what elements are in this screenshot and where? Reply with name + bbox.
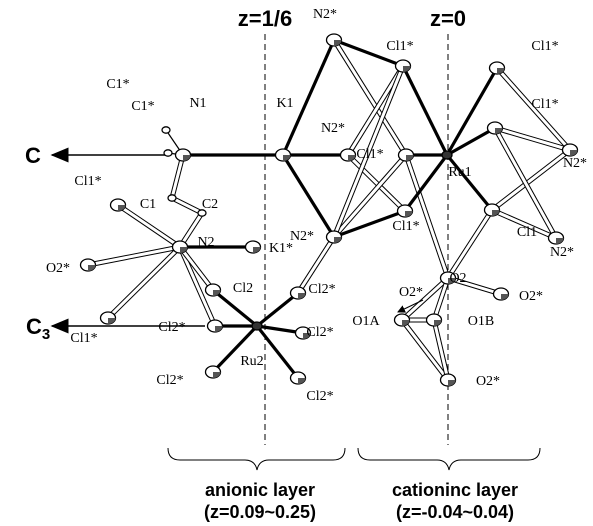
bond [403, 66, 447, 155]
atom [164, 150, 172, 156]
atom-shade [556, 238, 564, 244]
bond [283, 155, 334, 237]
atom [442, 151, 452, 159]
layer-range: (z=-0.04~0.04) [396, 502, 514, 522]
axis-subscript: 3 [42, 326, 50, 343]
atom-label: Ru1 [448, 165, 471, 180]
atom-label: C1* [106, 77, 129, 92]
brace [168, 448, 345, 470]
atom-label: N2* [321, 121, 345, 136]
atom-shade [298, 378, 306, 384]
atom-label: Cl1 [517, 225, 537, 240]
atom-shade [88, 265, 96, 271]
axis-label: C3 [26, 314, 50, 343]
atom-label: Cl1* [392, 219, 419, 234]
bond-core [492, 150, 570, 210]
atom-label: K1* [269, 241, 293, 256]
atom-label: N1 [189, 96, 206, 111]
atom-label: N2* [550, 245, 574, 260]
atom [168, 195, 176, 201]
structure-diagram: z=1/6 z=0 C C3 anionic layer (z=0.09~0.2… [0, 0, 593, 526]
atom-label: Cl1* [74, 174, 101, 189]
atom-shade [406, 155, 414, 161]
atom-label: Cl2* [306, 389, 333, 404]
bond [257, 326, 298, 378]
atom-shade [253, 247, 261, 253]
atom-label: C1 [140, 197, 156, 212]
atom-label: O2* [476, 374, 500, 389]
atom-label: Cl1* [386, 39, 413, 54]
atom-shade [405, 211, 413, 217]
plane-label: z=1/6 [238, 6, 292, 31]
atom-label: O2 [449, 271, 466, 286]
atom-label: Cl1* [531, 97, 558, 112]
layer-range: (z=0.09~0.25) [204, 502, 316, 522]
atom-shade [334, 40, 342, 46]
atom [162, 127, 170, 133]
atom-label: Cl1* [356, 147, 383, 162]
atom-label: O2* [519, 289, 543, 304]
atom-label: O2* [46, 261, 70, 276]
atom-shade [448, 380, 456, 386]
atom-label: Cl2* [156, 373, 183, 388]
axis-letter: C [26, 314, 42, 339]
atom-shade [298, 293, 306, 299]
atom-shade [403, 66, 411, 72]
atoms: N2* Cl1* Cl1* C1*C1* N1 K1 N2* Cl1* Ru1 Cl1* N2* N2… [46, 7, 587, 404]
atom-label: N2* [563, 156, 587, 171]
atom-label: N2 [197, 235, 214, 250]
atom-shade [283, 155, 291, 161]
atom-label: Cl2 [233, 281, 253, 296]
atom-label: N2* [313, 7, 337, 22]
atom-label: Cl2* [308, 282, 335, 297]
atom-label: Cl1* [70, 331, 97, 346]
brace [358, 448, 540, 470]
atom-shade [434, 320, 442, 326]
atom-label: N2* [290, 229, 314, 244]
atom-shade [183, 155, 191, 161]
atom-label: Ru2 [240, 354, 263, 369]
bond-core [448, 210, 492, 278]
atom-shade [213, 372, 221, 378]
bond [257, 293, 298, 326]
atom-shade [215, 326, 223, 332]
bond-core [406, 155, 448, 278]
layer-name: cationinc layer [392, 480, 518, 500]
atom-shade [334, 237, 342, 243]
atom-shade [501, 294, 509, 300]
plane-label: z=0 [430, 6, 466, 31]
bond [447, 155, 492, 210]
atom-shade [495, 128, 503, 134]
atom-label: C2 [202, 197, 218, 212]
layer-name: anionic layer [205, 480, 315, 500]
atom-shade [108, 318, 116, 324]
atom-label: Cl2* [158, 320, 185, 335]
atom-label: Cl2* [306, 325, 333, 340]
bond-core [334, 40, 406, 155]
atom-label: O1B [468, 314, 494, 329]
atom-label: O1A [352, 314, 380, 329]
atom-label: O2* [399, 285, 423, 300]
atom [252, 322, 262, 330]
bond-core [172, 198, 202, 213]
atom-label: Cl1* [531, 39, 558, 54]
atom-label: K1 [276, 96, 293, 111]
atom-label: C1* [131, 99, 154, 114]
axis-label: C [25, 143, 41, 168]
